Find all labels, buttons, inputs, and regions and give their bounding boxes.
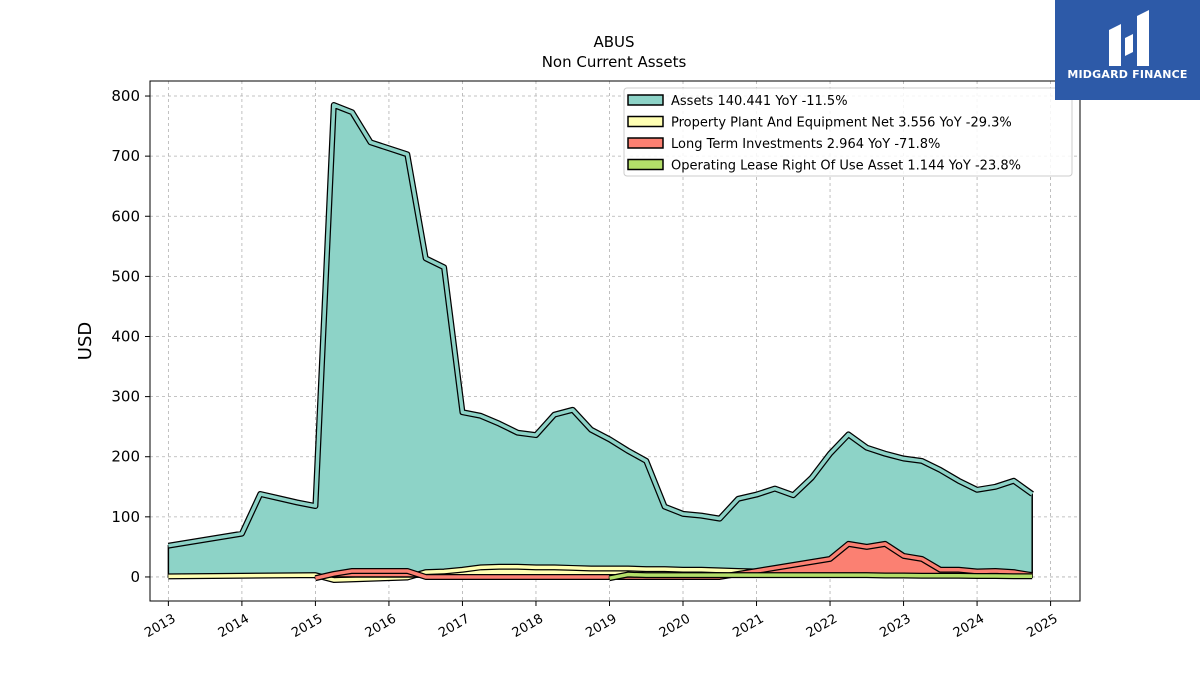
midgard-logo: MIDGARD FINANCE	[1055, 0, 1200, 100]
plot-frame	[149, 80, 1081, 602]
x-tick-label: 2022	[804, 611, 840, 641]
series-layer	[167, 102, 1034, 583]
y-tick-label: 0	[130, 568, 140, 586]
x-tick-label: 2013	[142, 611, 178, 641]
x-tick-label: 2025	[1024, 611, 1060, 641]
legend-swatch-1	[627, 115, 664, 128]
x-tick-label: 2019	[583, 611, 619, 641]
legend-label-2: Long Term Investments 2.964 YoY -71.8%	[671, 137, 940, 152]
legend-label-3: Operating Lease Right Of Use Asset 1.144…	[671, 159, 1021, 174]
x-tick-label: 2015	[289, 611, 325, 641]
y-tick-label: 800	[111, 87, 140, 105]
y-axis: 0 100 200 300 400 500 600 700 800	[111, 87, 150, 586]
x-tick-label: 2024	[951, 611, 987, 641]
legend-label-0: Assets 140.441 YoY -11.5%	[671, 94, 848, 109]
y-tick-label: 700	[111, 147, 140, 165]
legend-box	[623, 87, 1073, 177]
chart-subtitle: Non Current Assets	[542, 53, 687, 71]
y-tick-label: 500	[111, 267, 140, 285]
series-line-0	[168, 103, 1034, 548]
x-tick-label: 2014	[216, 611, 252, 641]
series-line-3	[609, 572, 1033, 580]
x-tick-label: 2023	[877, 611, 913, 641]
x-tick-label: 2017	[436, 611, 472, 641]
y-axis-label: USD	[75, 322, 96, 360]
legend-swatch-2	[627, 137, 664, 149]
x-tick-label: 2016	[363, 611, 399, 641]
legend-swatch-3	[627, 158, 664, 171]
y-tick-label: 100	[111, 508, 140, 526]
legend-label-1: Property Plant And Equipment Net 3.556 Y…	[671, 116, 1012, 131]
x-tick-label: 2018	[510, 611, 546, 641]
y-tick-label: 300	[111, 388, 140, 406]
y-tick-label: 600	[111, 207, 140, 225]
logo-text: MIDGARD FINANCE	[1067, 68, 1188, 81]
y-tick-label: 200	[111, 448, 140, 466]
legend: Assets 140.441 YoY -11.5% Property Plant …	[623, 87, 1073, 177]
logo-mark-icon	[1109, 10, 1149, 66]
x-tick-label: 2020	[657, 611, 693, 641]
x-tick-label: 2021	[730, 611, 766, 641]
x-axis: 2013 2014 2015 2016 2017 2018 2019 2020 2021 2022…	[142, 601, 1061, 641]
chart-title: ABUS	[593, 33, 634, 51]
y-tick-label: 400	[111, 327, 140, 345]
legend-swatch-0	[627, 94, 664, 106]
